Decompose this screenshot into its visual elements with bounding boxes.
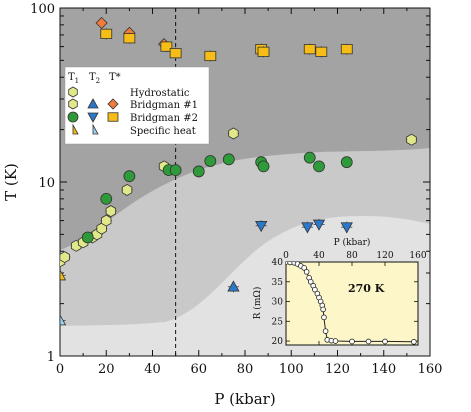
legend: T1 T2 T* Hydrostatic Bridgman #1 Bridgma… bbox=[64, 66, 210, 145]
legend-symbol-triangle-down bbox=[87, 112, 99, 123]
point-bridgman-2-square bbox=[160, 41, 173, 52]
point-bridgman-2-square bbox=[257, 46, 270, 57]
point-bridgman-1-diamond bbox=[95, 16, 108, 30]
legend-symbol-half-triangle-yellow bbox=[72, 123, 79, 135]
point-bridgman-2-circle bbox=[257, 160, 270, 173]
point-bridgman-2-circle bbox=[169, 164, 182, 177]
inset-x-tick-label: 120 bbox=[376, 251, 393, 261]
x-axis: 0 20 40 60 80 100 120 140 160 bbox=[56, 8, 443, 377]
data-markers bbox=[60, 16, 418, 327]
inset-point bbox=[320, 306, 326, 313]
legend-symbol-triangle-up bbox=[87, 98, 99, 109]
x-tick-label: 100 bbox=[279, 362, 304, 377]
point-bridgman-2-triangle-down bbox=[301, 222, 314, 234]
legend-symbol-hexagon bbox=[68, 98, 78, 110]
legend-label-bridgman1: Bridgman #1 bbox=[130, 100, 198, 111]
inset-y-tick-label: 20 bbox=[272, 337, 284, 347]
inset-data bbox=[286, 262, 417, 345]
point-bridgman-2-square bbox=[315, 46, 328, 57]
inset-y-tick-label: 35 bbox=[272, 278, 284, 288]
legend-header-t1: T1 bbox=[68, 72, 79, 85]
inset-point bbox=[321, 314, 327, 321]
inset-point bbox=[332, 338, 339, 344]
point-bridgman-2-circle bbox=[313, 160, 325, 173]
y-tick-label: 1 bbox=[47, 350, 55, 365]
point-bridgman-2-circle bbox=[81, 231, 94, 244]
point-specific-heat-half-triangle-blue bbox=[60, 314, 67, 326]
point-bridgman-2-square bbox=[123, 33, 136, 44]
point-hydrostatic-hexagon bbox=[406, 133, 417, 146]
point-bridgman-2-square bbox=[303, 44, 316, 55]
inset-point bbox=[307, 278, 314, 285]
inset-point bbox=[411, 339, 417, 345]
point-bridgman-2-triangle-down bbox=[340, 222, 353, 234]
x-tick-label: 20 bbox=[98, 362, 115, 377]
point-bridgman-2-circle bbox=[100, 192, 113, 205]
point-bridgman-2-square bbox=[100, 28, 113, 39]
x-tick-label: 140 bbox=[371, 362, 396, 377]
point-hydrostatic-hexagon bbox=[60, 251, 70, 264]
inset-point bbox=[303, 269, 310, 275]
legend-symbol-circle bbox=[67, 111, 79, 123]
inset-y-tick-label: 30 bbox=[272, 298, 284, 308]
point-bridgman-2-square bbox=[204, 50, 217, 62]
x-tick-label: 0 bbox=[56, 362, 64, 377]
legend-symbol-hexagon bbox=[68, 86, 78, 98]
point-hydrostatic-hexagon bbox=[228, 127, 239, 140]
point-bridgman-2-circle bbox=[123, 170, 136, 183]
legend-symbol-square bbox=[107, 112, 119, 122]
point-bridgman-2-circle bbox=[303, 151, 316, 164]
point-hydrostatic-hexagon bbox=[121, 184, 133, 196]
x-tick-label: 160 bbox=[418, 362, 443, 377]
y-tick-label: 10 bbox=[38, 176, 55, 191]
point-bridgman-2-square bbox=[340, 44, 353, 55]
point-bridgman-2-circle bbox=[340, 156, 353, 169]
point-bridgman-2-triangle-down bbox=[255, 221, 268, 233]
inset-x-tick-label: 160 bbox=[409, 251, 426, 261]
legend-symbols bbox=[67, 86, 119, 135]
point-bridgman-2-square bbox=[169, 48, 182, 59]
legend-symbol-diamond bbox=[107, 98, 119, 110]
point-bridgman-2-circle bbox=[204, 155, 217, 167]
point-hydrostatic-hexagon bbox=[105, 205, 116, 218]
legend-header-tstar: T* bbox=[109, 72, 121, 83]
legend-header-t2: T2 bbox=[89, 72, 100, 85]
x-tick-label: 120 bbox=[325, 362, 350, 377]
x-tick-label: 80 bbox=[237, 362, 254, 377]
point-bridgman-2-triangle-down bbox=[312, 219, 326, 231]
y-axis-label: T (K) bbox=[2, 163, 20, 201]
point-bridgman-2-circle bbox=[222, 153, 235, 166]
inset-point bbox=[301, 265, 307, 271]
inset-point bbox=[312, 286, 318, 293]
inset-y-tick-label: 25 bbox=[272, 317, 284, 327]
legend-label-bridgman2: Bridgman #2 bbox=[130, 113, 198, 124]
x-tick-label: 40 bbox=[144, 362, 161, 377]
x-axis-label: P (kbar) bbox=[214, 390, 275, 408]
inset-point bbox=[382, 338, 388, 345]
point-bridgman-2-circle bbox=[192, 165, 205, 178]
inset-x-tick-label: 40 bbox=[313, 251, 325, 261]
inset-x-tick-label: 80 bbox=[346, 251, 358, 261]
legend-label-hydrostatic: Hydrostatic bbox=[130, 88, 190, 99]
inset-point bbox=[322, 328, 329, 334]
inset-x-label: P (kbar) bbox=[334, 237, 371, 248]
inset-y-tick-label: 40 bbox=[272, 258, 284, 268]
point-specific-heat-half-triangle-yellow bbox=[60, 269, 67, 281]
inset-point bbox=[365, 338, 372, 345]
y-axis: 1 10 100 bbox=[30, 2, 430, 365]
inset-point bbox=[349, 338, 355, 345]
legend-label-specific-heat: Specific heat bbox=[130, 126, 196, 137]
inset-y-label: R (mΩ) bbox=[252, 287, 263, 320]
point-hydrostatic-triangle-up bbox=[227, 280, 240, 292]
inset-x-tick-label: 0 bbox=[283, 251, 289, 261]
y-tick-label: 100 bbox=[30, 2, 55, 17]
x-tick-label: 60 bbox=[190, 362, 207, 377]
point-hydrostatic-hexagon bbox=[101, 214, 112, 227]
inset-title: 270 K bbox=[348, 282, 385, 295]
legend-symbol-half-triangle-blue bbox=[92, 123, 99, 135]
